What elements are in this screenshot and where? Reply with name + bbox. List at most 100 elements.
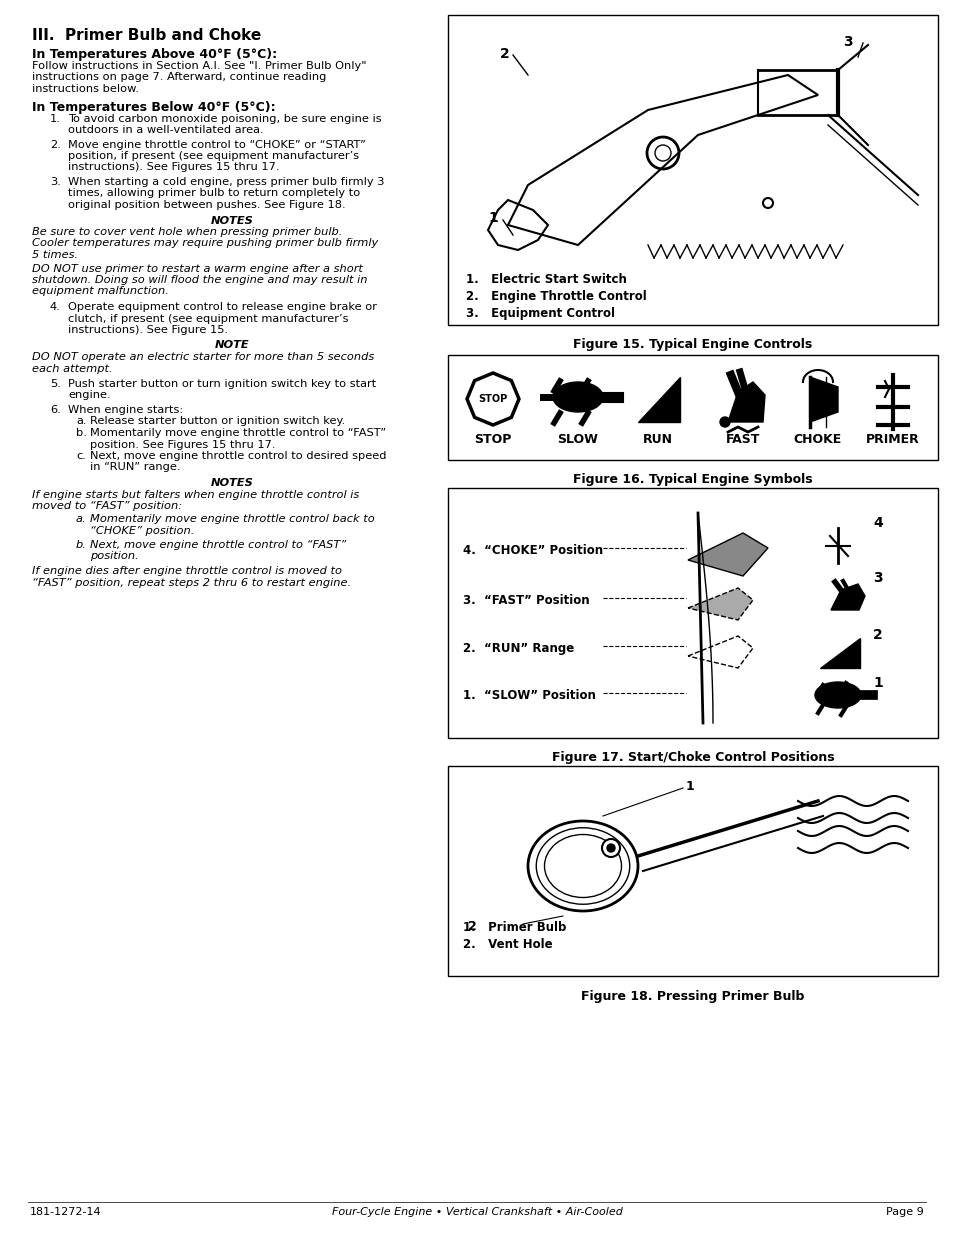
Text: Next, move engine throttle control to desired speed: Next, move engine throttle control to de… xyxy=(90,451,386,461)
Polygon shape xyxy=(809,377,837,422)
Polygon shape xyxy=(467,373,518,425)
Text: 2.  “RUN” Range: 2. “RUN” Range xyxy=(462,642,574,655)
Text: Momentarily move engine throttle control back to: Momentarily move engine throttle control… xyxy=(90,515,375,525)
Text: 3: 3 xyxy=(872,571,882,585)
Text: Push starter button or turn ignition switch key to start: Push starter button or turn ignition swi… xyxy=(68,379,375,389)
Polygon shape xyxy=(727,382,764,422)
Text: in “RUN” range.: in “RUN” range. xyxy=(90,462,180,473)
Text: 2: 2 xyxy=(468,920,476,932)
Text: 5.: 5. xyxy=(50,379,61,389)
Polygon shape xyxy=(830,584,864,610)
Text: 1.   Primer Bulb: 1. Primer Bulb xyxy=(462,921,566,934)
Text: position. See Figures 15 thru 17.: position. See Figures 15 thru 17. xyxy=(90,440,275,450)
Text: clutch, if present (see equipment manufacturer’s: clutch, if present (see equipment manufa… xyxy=(68,314,348,324)
Text: b.: b. xyxy=(76,429,87,438)
Text: Follow instructions in Section A.I. See "I. Primer Bulb Only": Follow instructions in Section A.I. See … xyxy=(32,61,366,70)
Polygon shape xyxy=(687,534,767,576)
Text: 3.   Equipment Control: 3. Equipment Control xyxy=(465,308,615,320)
Text: Four-Cycle Engine • Vertical Crankshaft • Air-Cooled: Four-Cycle Engine • Vertical Crankshaft … xyxy=(332,1207,621,1216)
Text: PRIMER: PRIMER xyxy=(865,433,919,446)
Text: Be sure to cover vent hole when pressing primer bulb.: Be sure to cover vent hole when pressing… xyxy=(32,227,342,237)
Text: 4: 4 xyxy=(872,516,882,530)
Text: 1: 1 xyxy=(488,211,497,225)
Text: 2: 2 xyxy=(872,629,882,642)
Text: Operate equipment control to release engine brake or: Operate equipment control to release eng… xyxy=(68,303,376,312)
Text: III.  Primer Bulb and Choke: III. Primer Bulb and Choke xyxy=(32,28,261,43)
Text: 4.  “CHOKE” Position: 4. “CHOKE” Position xyxy=(462,543,602,557)
Text: Figure 15. Typical Engine Controls: Figure 15. Typical Engine Controls xyxy=(573,338,812,351)
Text: DO NOT operate an electric starter for more than 5 seconds: DO NOT operate an electric starter for m… xyxy=(32,352,374,362)
Text: 3.: 3. xyxy=(50,177,61,186)
Text: b.: b. xyxy=(76,540,87,550)
Text: each attempt.: each attempt. xyxy=(32,363,112,373)
Text: instructions). See Figure 15.: instructions). See Figure 15. xyxy=(68,325,228,335)
Text: 1: 1 xyxy=(872,676,882,690)
Text: 1.: 1. xyxy=(50,114,61,124)
Text: RUN: RUN xyxy=(642,433,672,446)
Text: Page 9: Page 9 xyxy=(885,1207,923,1216)
Text: times, allowing primer bulb to return completely to: times, allowing primer bulb to return co… xyxy=(68,189,360,199)
Text: a.: a. xyxy=(76,416,87,426)
Text: equipment malfunction.: equipment malfunction. xyxy=(32,287,169,296)
Text: position, if present (see equipment manufacturer’s: position, if present (see equipment manu… xyxy=(68,151,358,161)
Text: instructions). See Figures 15 thru 17.: instructions). See Figures 15 thru 17. xyxy=(68,163,279,173)
Text: SLOW: SLOW xyxy=(557,433,598,446)
Text: 5 times.: 5 times. xyxy=(32,249,78,261)
Text: Figure 16. Typical Engine Symbols: Figure 16. Typical Engine Symbols xyxy=(573,473,812,487)
Text: a.: a. xyxy=(76,515,87,525)
Text: When engine starts:: When engine starts: xyxy=(68,405,183,415)
Text: FAST: FAST xyxy=(725,433,760,446)
Ellipse shape xyxy=(553,382,602,412)
Text: If engine starts but falters when engine throttle control is: If engine starts but falters when engine… xyxy=(32,489,359,499)
Circle shape xyxy=(606,844,615,852)
Text: moved to “FAST” position:: moved to “FAST” position: xyxy=(32,501,182,511)
Text: 2.   Vent Hole: 2. Vent Hole xyxy=(462,939,552,951)
Ellipse shape xyxy=(527,821,638,911)
Text: 181-1272-14: 181-1272-14 xyxy=(30,1207,102,1216)
Text: 1.  “SLOW” Position: 1. “SLOW” Position xyxy=(462,689,596,701)
Bar xyxy=(448,766,937,976)
Text: Figure 17. Start/Choke Control Positions: Figure 17. Start/Choke Control Positions xyxy=(551,751,834,764)
Text: c.: c. xyxy=(76,451,86,461)
Text: outdoors in a well-ventilated area.: outdoors in a well-ventilated area. xyxy=(68,125,263,135)
Text: 2.   Engine Throttle Control: 2. Engine Throttle Control xyxy=(465,290,646,303)
Text: DO NOT use primer to restart a warm engine after a short: DO NOT use primer to restart a warm engi… xyxy=(32,263,362,273)
Text: To avoid carbon monoxide poisoning, be sure engine is: To avoid carbon monoxide poisoning, be s… xyxy=(68,114,381,124)
Text: If engine dies after engine throttle control is moved to: If engine dies after engine throttle con… xyxy=(32,567,341,577)
Text: position.: position. xyxy=(90,551,138,561)
Text: When starting a cold engine, press primer bulb firmly 3: When starting a cold engine, press prime… xyxy=(68,177,384,186)
Text: instructions on page 7. Afterward, continue reading: instructions on page 7. Afterward, conti… xyxy=(32,73,326,83)
Text: shutdown. Doing so will flood the engine and may result in: shutdown. Doing so will flood the engine… xyxy=(32,275,367,285)
Text: STOP: STOP xyxy=(474,433,511,446)
Text: Release starter button or ignition switch key.: Release starter button or ignition switc… xyxy=(90,416,345,426)
Text: CHOKE: CHOKE xyxy=(793,433,841,446)
Ellipse shape xyxy=(814,682,861,708)
Text: 2: 2 xyxy=(499,47,509,61)
Text: Cooler temperatures may require pushing primer bulb firmly: Cooler temperatures may require pushing … xyxy=(32,238,377,248)
Text: Next, move engine throttle control to “FAST”: Next, move engine throttle control to “F… xyxy=(90,540,346,550)
Text: In Temperatures Below 40°F (5°C):: In Temperatures Below 40°F (5°C): xyxy=(32,100,275,114)
Text: 3: 3 xyxy=(842,35,852,49)
Text: 1: 1 xyxy=(685,781,694,793)
Text: NOTES: NOTES xyxy=(211,478,253,488)
Text: Momentarily move engine throttle control to “FAST”: Momentarily move engine throttle control… xyxy=(90,429,386,438)
Text: instructions below.: instructions below. xyxy=(32,84,139,94)
Polygon shape xyxy=(687,588,752,620)
Text: NOTE: NOTE xyxy=(214,341,249,351)
Text: Figure 18. Pressing Primer Bulb: Figure 18. Pressing Primer Bulb xyxy=(580,990,803,1003)
Circle shape xyxy=(720,417,729,427)
Bar xyxy=(448,15,937,325)
Text: Move engine throttle control to “CHOKE” or “START”: Move engine throttle control to “CHOKE” … xyxy=(68,140,366,149)
Text: original position between pushes. See Figure 18.: original position between pushes. See Fi… xyxy=(68,200,345,210)
Text: NOTES: NOTES xyxy=(211,215,253,226)
Polygon shape xyxy=(638,377,679,422)
Bar xyxy=(448,488,937,739)
Text: “FAST” position, repeat steps 2 thru 6 to restart engine.: “FAST” position, repeat steps 2 thru 6 t… xyxy=(32,578,351,588)
Text: STOP: STOP xyxy=(477,394,507,404)
Text: 4.: 4. xyxy=(50,303,61,312)
Bar xyxy=(448,354,937,459)
Text: engine.: engine. xyxy=(68,390,111,400)
Text: In Temperatures Above 40°F (5°C):: In Temperatures Above 40°F (5°C): xyxy=(32,48,276,61)
Polygon shape xyxy=(820,638,859,668)
Text: 2.: 2. xyxy=(50,140,61,149)
